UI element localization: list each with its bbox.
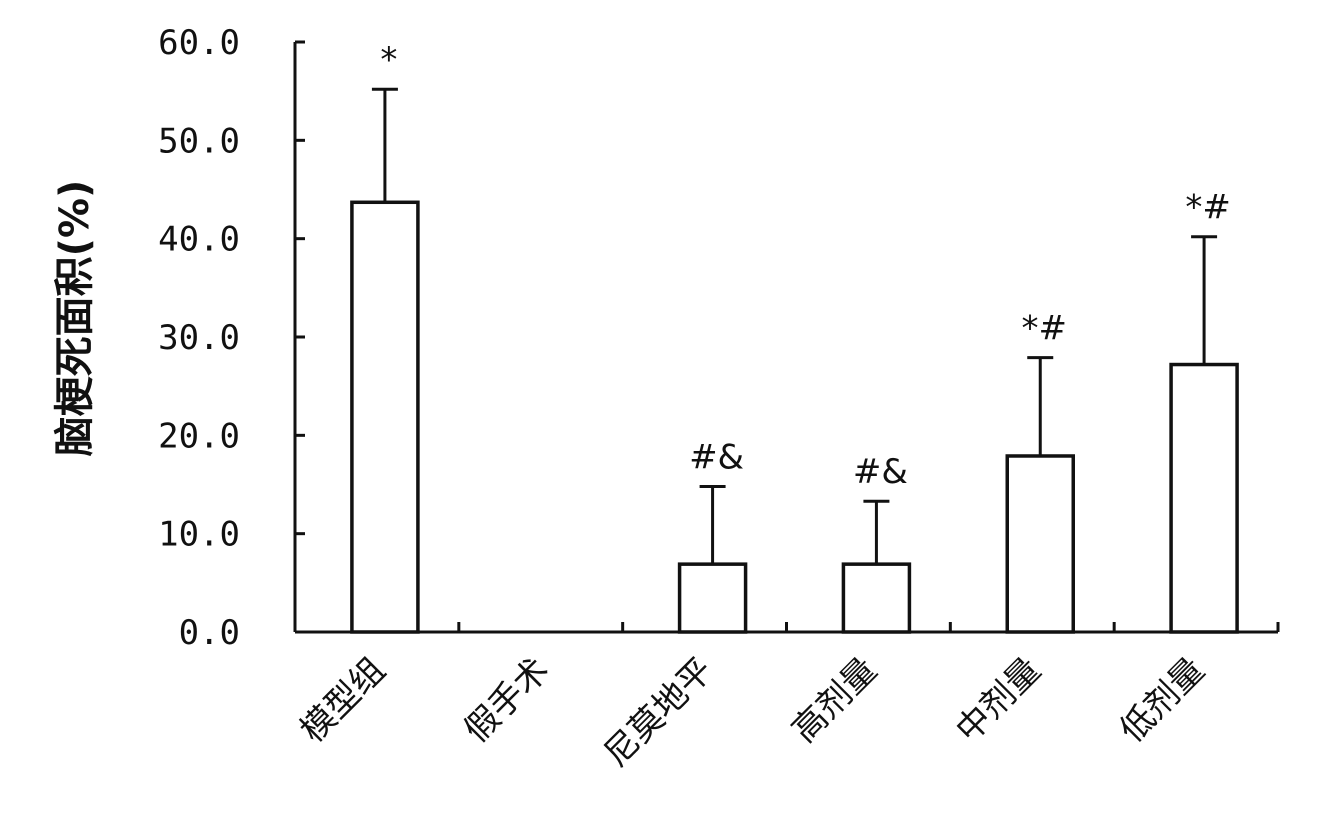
y-tick-label: 10.0: [158, 515, 240, 555]
significance-label: *: [380, 40, 397, 80]
y-tick-label: 20.0: [158, 416, 240, 456]
y-tick-label: 50.0: [158, 121, 240, 161]
x-tick-label: 模型组: [293, 650, 393, 750]
bar: [1169, 362, 1239, 634]
x-tick-label: 尼莫地平: [596, 650, 720, 774]
bar: [677, 562, 748, 634]
y-tick-label: 0.0: [179, 613, 240, 653]
y-tick-label: 40.0: [158, 220, 240, 260]
bar: [1005, 454, 1075, 634]
labels: 0.0 10.0 20.0 30.0 40.0 50.0 60.0 * 模型组 假手术 #& 尼莫地平…: [158, 23, 1231, 775]
y-axis-label: 脑梗死面积(%): [52, 180, 98, 457]
axes: [293, 40, 1280, 634]
significance-label: #&: [853, 452, 908, 492]
y-tick-label: 30.0: [158, 318, 240, 358]
significance-label: *#: [1185, 188, 1231, 228]
bar: [841, 562, 912, 634]
y-tick-label: 60.0: [158, 23, 240, 63]
significance-label: *#: [1022, 309, 1068, 349]
bars: [350, 87, 1239, 634]
x-tick-label: 假手术: [457, 650, 557, 750]
x-tick-label: 高剂量: [784, 650, 884, 750]
bar: [350, 200, 420, 634]
significance-label: #&: [689, 437, 744, 477]
x-tick-label: 低剂量: [1112, 650, 1212, 750]
x-tick-label: 中剂量: [948, 650, 1048, 750]
